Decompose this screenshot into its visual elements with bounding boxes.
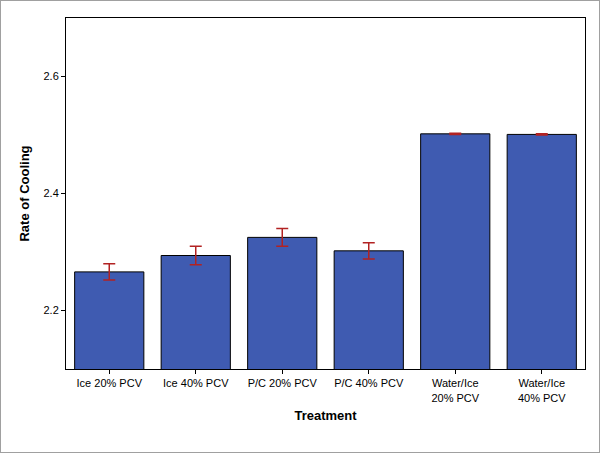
svg-text:Rate of Cooling: Rate of Cooling bbox=[17, 145, 32, 241]
svg-text:P/C 20% PCV: P/C 20% PCV bbox=[248, 377, 318, 389]
svg-text:Treatment: Treatment bbox=[294, 408, 357, 423]
svg-text:Ice 40% PCV: Ice 40% PCV bbox=[163, 377, 229, 389]
svg-text:Water/Ice40% PCV: Water/Ice40% PCV bbox=[518, 377, 566, 403]
svg-text:Ice 20% PCV: Ice 20% PCV bbox=[77, 377, 143, 389]
svg-text:2.6: 2.6 bbox=[44, 70, 59, 82]
svg-text:Water/Ice20% PCV: Water/Ice20% PCV bbox=[431, 377, 479, 403]
svg-text:2.2: 2.2 bbox=[44, 304, 59, 316]
svg-text:P/C 40% PCV: P/C 40% PCV bbox=[334, 377, 404, 389]
svg-text:2.4: 2.4 bbox=[44, 187, 59, 199]
